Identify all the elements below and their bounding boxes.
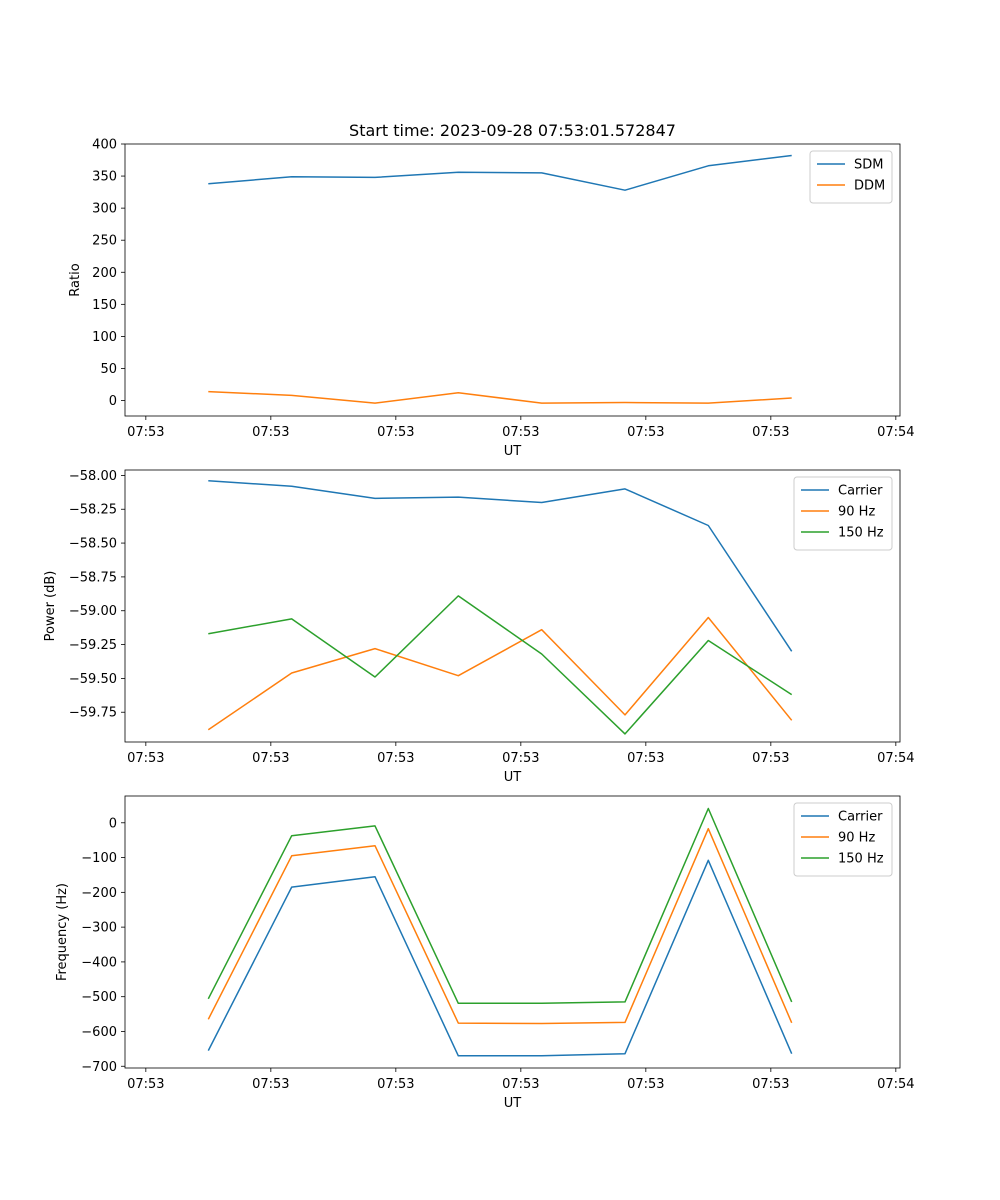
y-tick-label: −300 (81, 921, 117, 936)
legend-label: 90 Hz (838, 505, 875, 520)
x-tick-label: 07:53 (627, 1077, 664, 1092)
series-line-90-hz (207, 616, 793, 731)
y-tick-label: −100 (81, 851, 117, 866)
x-tick-label: 07:53 (627, 425, 664, 440)
y-tick-label: −58.25 (69, 503, 117, 518)
x-axis-title: UT (504, 1096, 522, 1111)
x-tick-label: 07:54 (877, 425, 914, 440)
x-tick-label: 07:53 (252, 751, 289, 766)
legend-label: 150 Hz (838, 852, 884, 867)
y-tick-label: −58.00 (69, 469, 117, 484)
y-tick-label: −59.25 (69, 638, 117, 653)
series-line-150-hz (207, 807, 793, 1005)
legend-label: DDM (854, 179, 885, 194)
legend: SDM DDM (809, 150, 893, 204)
x-tick-label: 07:53 (377, 425, 414, 440)
y-tick-label: −58.75 (69, 570, 117, 585)
axes-frame (124, 469, 901, 743)
axes-panel-3: 07:53 07:53 07:53 07:53 07:53 07:53 07:54 0 −100… (55, 795, 915, 1111)
y-tick-label: −58.50 (69, 537, 117, 552)
series-line-ddm (208, 390, 792, 404)
legend-label: 90 Hz (838, 831, 875, 846)
legend: Carrier 90 Hz 150 Hz (793, 476, 893, 551)
x-tick-label: 07:53 (502, 1077, 539, 1092)
y-tick-label: −59.75 (69, 706, 117, 721)
legend-label: 150 Hz (838, 526, 884, 541)
y-tick-label: 100 (92, 330, 117, 345)
x-tick-label: 07:53 (752, 751, 789, 766)
y-tick-label: −400 (81, 955, 117, 970)
legend-label: Carrier (838, 484, 883, 499)
y-tick-label: −200 (81, 886, 117, 901)
axes-panel-1: 07:53 07:53 07:53 07:53 07:53 07:53 07:54 0 50 10… (68, 138, 915, 460)
axes-panel-2: 07:53 07:53 07:53 07:53 07:53 07:53 07:54 −58.0… (43, 469, 915, 785)
y-tick-label: 350 (92, 170, 117, 185)
y-tick-label: 250 (92, 234, 117, 249)
series-line-carrier (208, 480, 793, 652)
y-tick-label: 0 (109, 816, 117, 831)
x-axis-title: UT (504, 444, 522, 459)
y-tick-label: −700 (81, 1060, 117, 1075)
axes-frame (124, 795, 901, 1069)
y-tick-label: −500 (81, 990, 117, 1005)
y-axis-title: Frequency (Hz) (55, 883, 70, 981)
y-axis-title: Ratio (68, 263, 83, 296)
x-tick-label: 07:53 (752, 425, 789, 440)
y-tick-label: 200 (92, 266, 117, 281)
x-tick-label: 07:53 (252, 1077, 289, 1092)
x-tick-label: 07:53 (127, 1077, 164, 1092)
series-line-carrier (207, 859, 793, 1057)
series-line-150-hz (208, 595, 793, 735)
x-axis-title: UT (504, 770, 522, 785)
y-tick-label: 50 (100, 362, 117, 377)
y-tick-label: 150 (92, 298, 117, 313)
y-tick-label: 300 (92, 202, 117, 217)
x-tick-label: 07:54 (877, 751, 914, 766)
figure-title: Start time: 2023-09-28 07:53:01.572847 (349, 121, 676, 140)
x-tick-label: 07:53 (627, 751, 664, 766)
y-tick-label: 400 (92, 138, 117, 153)
series-line-90-hz (207, 827, 793, 1025)
axes-frame (124, 143, 901, 417)
legend-label: Carrier (838, 810, 883, 825)
x-tick-label: 07:53 (127, 425, 164, 440)
y-tick-label: −59.50 (69, 672, 117, 687)
legend-label: SDM (854, 158, 883, 173)
x-tick-label: 07:53 (377, 1077, 414, 1092)
x-tick-label: 07:53 (502, 425, 539, 440)
x-tick-label: 07:53 (502, 751, 539, 766)
x-tick-label: 07:54 (877, 1077, 914, 1092)
x-tick-label: 07:53 (127, 751, 164, 766)
x-tick-label: 07:53 (377, 751, 414, 766)
y-tick-label: −600 (81, 1025, 117, 1040)
panels: 07:53 07:53 07:53 07:53 07:53 07:53 07:54 0 50 10… (43, 138, 915, 1112)
y-axis-title: Power (dB) (43, 571, 58, 642)
y-tick-label: 0 (109, 394, 117, 409)
x-tick-label: 07:53 (752, 1077, 789, 1092)
x-tick-label: 07:53 (252, 425, 289, 440)
y-tick-label: −59.00 (69, 604, 117, 619)
series-line-sdm (208, 154, 792, 191)
legend: Carrier 90 Hz 150 Hz (793, 802, 893, 877)
